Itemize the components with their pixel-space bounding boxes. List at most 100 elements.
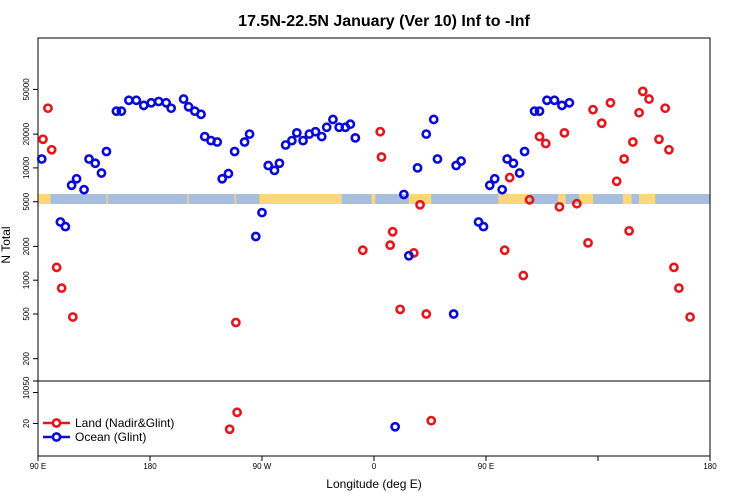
land-point bbox=[654, 134, 664, 145]
land-band bbox=[371, 194, 376, 204]
data-points bbox=[36, 86, 695, 435]
land-point bbox=[534, 131, 545, 142]
ocean-point bbox=[456, 156, 467, 166]
y-tick-label: 50000 bbox=[22, 78, 31, 101]
ocean-point bbox=[239, 137, 250, 147]
land-point bbox=[224, 424, 235, 435]
land-point bbox=[385, 240, 396, 251]
land-point bbox=[46, 144, 57, 155]
ocean-point bbox=[345, 119, 356, 130]
land-band bbox=[187, 194, 189, 204]
land-point bbox=[611, 176, 622, 187]
ocean-point bbox=[212, 137, 223, 147]
x-tick-label: 180 bbox=[143, 462, 157, 471]
x-tick-label: 90 W bbox=[253, 462, 272, 471]
ocean-point bbox=[96, 168, 107, 178]
land-point bbox=[38, 134, 48, 145]
land-point bbox=[664, 144, 674, 155]
ocean-point bbox=[321, 122, 332, 133]
land-point bbox=[669, 262, 679, 273]
ocean-point bbox=[298, 135, 308, 146]
ocean-point bbox=[350, 132, 361, 143]
ocean-point bbox=[183, 101, 194, 112]
ocean-point bbox=[153, 96, 164, 107]
legend-marker bbox=[51, 432, 62, 442]
ocean-point bbox=[146, 97, 157, 108]
ocean-point bbox=[116, 106, 127, 117]
ocean-point bbox=[502, 154, 513, 164]
land-point bbox=[644, 94, 654, 104]
y-tick-label: 1000 bbox=[22, 271, 31, 289]
ocean-point bbox=[263, 160, 274, 171]
land-point bbox=[559, 127, 570, 138]
y-tick-label: 50 bbox=[22, 376, 31, 385]
land-band bbox=[579, 194, 594, 204]
land-point bbox=[588, 104, 598, 115]
legend-label: Land (Nadir&Glint) bbox=[75, 416, 174, 430]
ocean-point bbox=[316, 131, 327, 142]
ocean-point bbox=[229, 146, 240, 157]
land-band bbox=[408, 194, 432, 204]
ocean-point bbox=[280, 140, 291, 150]
ocean-point bbox=[291, 127, 302, 138]
ocean-point bbox=[90, 158, 101, 169]
land-band bbox=[622, 194, 632, 204]
land-point bbox=[518, 270, 529, 281]
ocean-point bbox=[328, 114, 338, 125]
ocean-point bbox=[286, 135, 297, 146]
ocean-point bbox=[161, 97, 172, 108]
land-point bbox=[605, 97, 616, 108]
legend-label: Ocean (Glint) bbox=[75, 430, 146, 444]
y-tick-label: 100 bbox=[22, 385, 31, 399]
ocean-point bbox=[269, 165, 280, 176]
land-point bbox=[660, 103, 671, 114]
land-point bbox=[395, 304, 406, 315]
ocean-point bbox=[478, 221, 489, 232]
y-tick-label: 20 bbox=[22, 419, 31, 428]
axes: 5001000200050001000020000500002050100200… bbox=[22, 37, 717, 471]
land-ocean-band bbox=[38, 194, 710, 204]
land-band bbox=[498, 194, 530, 204]
ocean-point bbox=[403, 250, 414, 261]
ocean-point bbox=[310, 126, 321, 137]
land-point bbox=[426, 415, 437, 426]
land-point bbox=[51, 262, 62, 273]
land-band bbox=[639, 194, 656, 204]
ocean-point bbox=[60, 221, 71, 232]
land-point bbox=[415, 199, 425, 210]
x-tick-label: 90 E bbox=[30, 462, 46, 471]
ocean-point bbox=[166, 103, 177, 114]
land-point bbox=[232, 407, 243, 418]
land-point bbox=[67, 312, 78, 322]
ocean-point bbox=[549, 95, 560, 106]
x-tick-label: 0 bbox=[372, 462, 377, 471]
y-axis-label: N Total bbox=[0, 226, 13, 263]
land-point bbox=[685, 312, 695, 322]
land-band bbox=[259, 194, 342, 204]
ocean-point bbox=[66, 180, 77, 191]
ocean-point bbox=[84, 154, 94, 164]
ocean-point bbox=[412, 162, 423, 173]
ocean-point bbox=[432, 154, 443, 164]
ocean-point bbox=[250, 231, 261, 242]
ocean-point bbox=[71, 173, 82, 184]
ocean-point bbox=[428, 114, 439, 125]
y-tick-label: 20000 bbox=[22, 122, 31, 145]
legend: Land (Nadir&Glint)Ocean (Glint) bbox=[43, 416, 174, 444]
ocean-point bbox=[36, 154, 47, 164]
ocean-point bbox=[557, 100, 567, 111]
ocean-point bbox=[111, 106, 122, 117]
land-point bbox=[673, 283, 684, 294]
ocean-point bbox=[138, 100, 149, 111]
land-band bbox=[106, 194, 108, 204]
land-point bbox=[634, 107, 644, 118]
land-point bbox=[619, 154, 630, 164]
ocean-point bbox=[390, 421, 401, 432]
land-point bbox=[56, 283, 67, 294]
land-point bbox=[376, 152, 387, 162]
ocean-point bbox=[484, 180, 495, 191]
ocean-point bbox=[217, 173, 228, 184]
y-tick-label: 10000 bbox=[22, 156, 31, 179]
ocean-point bbox=[508, 158, 519, 169]
